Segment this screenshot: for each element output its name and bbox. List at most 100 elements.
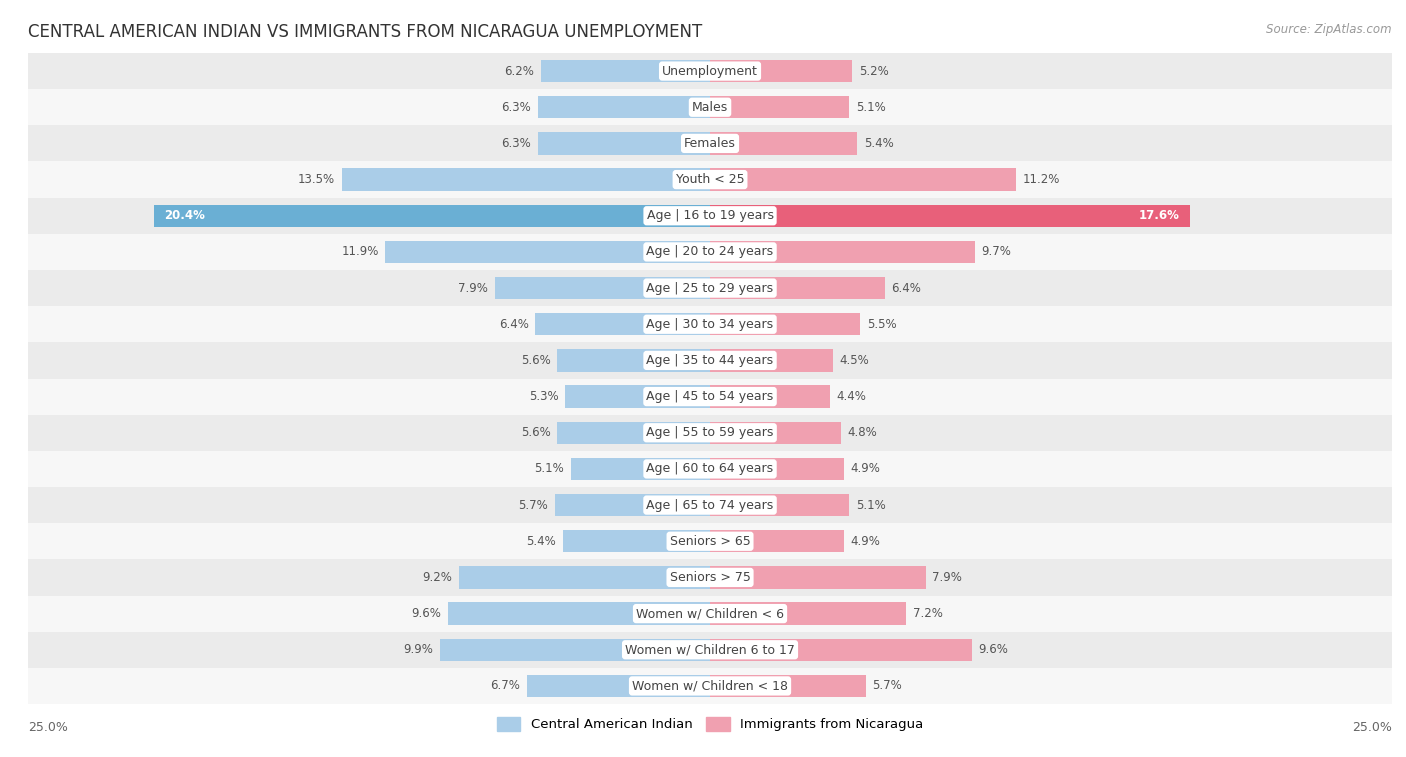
- Text: Age | 60 to 64 years: Age | 60 to 64 years: [647, 463, 773, 475]
- Text: Females: Females: [685, 137, 735, 150]
- Text: Age | 25 to 29 years: Age | 25 to 29 years: [647, 282, 773, 294]
- Bar: [710, 530, 844, 553]
- Bar: [541, 60, 710, 83]
- Bar: [28, 234, 1392, 270]
- Text: 5.6%: 5.6%: [520, 354, 551, 367]
- Text: 6.2%: 6.2%: [505, 64, 534, 77]
- Bar: [28, 126, 1392, 161]
- Bar: [710, 241, 974, 263]
- Bar: [565, 385, 710, 408]
- Text: 5.6%: 5.6%: [520, 426, 551, 439]
- Text: 7.9%: 7.9%: [458, 282, 488, 294]
- Text: Males: Males: [692, 101, 728, 114]
- Bar: [28, 668, 1392, 704]
- Text: 5.2%: 5.2%: [859, 64, 889, 77]
- Text: 5.7%: 5.7%: [517, 499, 548, 512]
- Text: Youth < 25: Youth < 25: [676, 173, 744, 186]
- Bar: [28, 415, 1392, 451]
- Bar: [710, 349, 832, 372]
- Text: Age | 16 to 19 years: Age | 16 to 19 years: [647, 209, 773, 223]
- Bar: [28, 378, 1392, 415]
- Text: 6.4%: 6.4%: [891, 282, 921, 294]
- Text: 25.0%: 25.0%: [28, 721, 67, 734]
- Bar: [557, 349, 710, 372]
- Bar: [385, 241, 710, 263]
- Text: 6.7%: 6.7%: [491, 680, 520, 693]
- Bar: [710, 96, 849, 118]
- Text: Seniors > 65: Seniors > 65: [669, 534, 751, 548]
- Bar: [28, 342, 1392, 378]
- Text: Women w/ Children < 6: Women w/ Children < 6: [636, 607, 785, 620]
- Text: 13.5%: 13.5%: [298, 173, 335, 186]
- Bar: [710, 674, 866, 697]
- Text: 17.6%: 17.6%: [1139, 209, 1180, 223]
- Text: 4.8%: 4.8%: [848, 426, 877, 439]
- Bar: [495, 277, 710, 299]
- Bar: [710, 277, 884, 299]
- Text: Seniors > 75: Seniors > 75: [669, 571, 751, 584]
- Bar: [28, 270, 1392, 306]
- Bar: [710, 422, 841, 444]
- Text: Unemployment: Unemployment: [662, 64, 758, 77]
- Text: 4.9%: 4.9%: [851, 534, 880, 548]
- Text: Age | 45 to 54 years: Age | 45 to 54 years: [647, 390, 773, 403]
- Bar: [527, 674, 710, 697]
- Text: 11.9%: 11.9%: [342, 245, 378, 258]
- Text: Women w/ Children < 18: Women w/ Children < 18: [633, 680, 787, 693]
- Text: 9.6%: 9.6%: [412, 607, 441, 620]
- Text: Age | 65 to 74 years: Age | 65 to 74 years: [647, 499, 773, 512]
- Bar: [557, 422, 710, 444]
- Bar: [538, 96, 710, 118]
- Bar: [28, 89, 1392, 126]
- Bar: [554, 494, 710, 516]
- Text: Women w/ Children 6 to 17: Women w/ Children 6 to 17: [626, 643, 794, 656]
- Text: 25.0%: 25.0%: [1353, 721, 1392, 734]
- Text: Age | 55 to 59 years: Age | 55 to 59 years: [647, 426, 773, 439]
- Text: 4.5%: 4.5%: [839, 354, 869, 367]
- Text: 5.4%: 5.4%: [865, 137, 894, 150]
- Bar: [28, 487, 1392, 523]
- Bar: [710, 60, 852, 83]
- Bar: [440, 639, 710, 661]
- Text: 5.5%: 5.5%: [868, 318, 897, 331]
- Bar: [710, 494, 849, 516]
- Text: Age | 35 to 44 years: Age | 35 to 44 years: [647, 354, 773, 367]
- Bar: [710, 385, 830, 408]
- Text: 9.6%: 9.6%: [979, 643, 1008, 656]
- Text: CENTRAL AMERICAN INDIAN VS IMMIGRANTS FROM NICARAGUA UNEMPLOYMENT: CENTRAL AMERICAN INDIAN VS IMMIGRANTS FR…: [28, 23, 703, 41]
- Text: 5.3%: 5.3%: [529, 390, 558, 403]
- Text: 11.2%: 11.2%: [1022, 173, 1060, 186]
- Bar: [538, 132, 710, 154]
- Bar: [342, 168, 710, 191]
- Bar: [571, 458, 710, 480]
- Text: Source: ZipAtlas.com: Source: ZipAtlas.com: [1267, 23, 1392, 36]
- Bar: [710, 313, 860, 335]
- Text: 6.4%: 6.4%: [499, 318, 529, 331]
- Bar: [460, 566, 710, 589]
- Bar: [28, 161, 1392, 198]
- Bar: [710, 204, 1189, 227]
- Bar: [28, 596, 1392, 631]
- Bar: [536, 313, 710, 335]
- Text: 5.7%: 5.7%: [872, 680, 903, 693]
- Text: 9.2%: 9.2%: [422, 571, 453, 584]
- Bar: [28, 198, 1392, 234]
- Text: 5.1%: 5.1%: [856, 101, 886, 114]
- Bar: [562, 530, 710, 553]
- Text: 5.4%: 5.4%: [526, 534, 555, 548]
- Text: 4.9%: 4.9%: [851, 463, 880, 475]
- Text: 5.1%: 5.1%: [534, 463, 564, 475]
- Bar: [710, 603, 907, 625]
- Text: 6.3%: 6.3%: [502, 101, 531, 114]
- Bar: [710, 639, 972, 661]
- Bar: [28, 451, 1392, 487]
- Text: 9.7%: 9.7%: [981, 245, 1011, 258]
- Bar: [710, 566, 925, 589]
- Text: Age | 30 to 34 years: Age | 30 to 34 years: [647, 318, 773, 331]
- Text: 9.9%: 9.9%: [404, 643, 433, 656]
- Bar: [153, 204, 710, 227]
- Text: 7.9%: 7.9%: [932, 571, 962, 584]
- Bar: [710, 168, 1015, 191]
- Bar: [710, 132, 858, 154]
- Legend: Central American Indian, Immigrants from Nicaragua: Central American Indian, Immigrants from…: [491, 712, 929, 737]
